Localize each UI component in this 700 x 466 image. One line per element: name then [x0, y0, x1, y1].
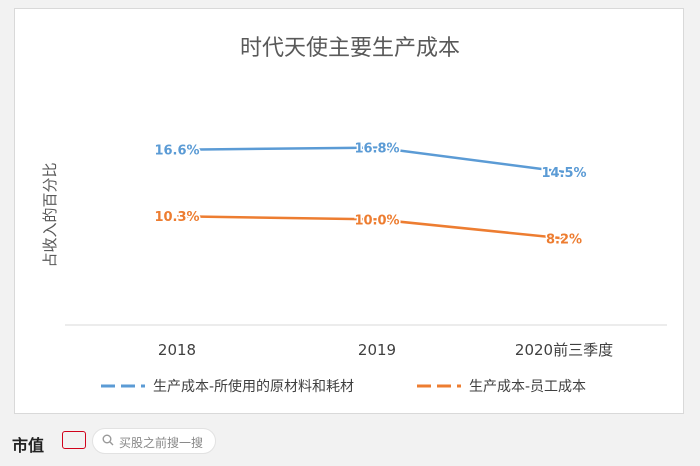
legend: 生产成本-所使用的原材料和耗材 生产成本-员工成本 [101, 378, 586, 395]
legend-label-1: 生产成本-所使用的原材料和耗材 [153, 378, 354, 395]
chart-title: 时代天使主要生产成本 [240, 36, 460, 61]
data-label-1-1: 16.6% [154, 144, 199, 159]
legend-label-2: 生产成本-员工成本 [469, 379, 586, 395]
series-layer: 16.6% 16.8% 14.5% 10.3% 10.0% 8.2% [153, 140, 588, 249]
brand-logo-icon [62, 431, 86, 449]
y-axis-label: 占收入的百分比 [41, 162, 59, 267]
search-icon [102, 434, 114, 446]
data-label-1-2: 16.8% [354, 142, 399, 157]
footer: 市值 买股之前搜一搜 [0, 420, 700, 466]
chart-card: 时代天使主要生产成本 占收入的百分比 16.6% 16.8% 14.5% 10.3% 1… [14, 8, 684, 414]
x-tick-labels: 2018 2019 2020前三季度 [158, 341, 613, 359]
search-placeholder: 买股之前搜一搜 [119, 436, 204, 450]
data-label-2-2: 10.0% [354, 213, 399, 228]
chart: 时代天使主要生产成本 占收入的百分比 16.6% 16.8%14.5%10.3% 1… [41, 36, 667, 395]
brand-name: 市值 [12, 436, 45, 455]
x-tick-label: 2020前三季度 [515, 341, 613, 359]
data-label-2-1: 10.3% [154, 210, 199, 225]
data-label-2-3: 8.2% [546, 232, 582, 247]
data-label-1-3: 14.5% [541, 166, 586, 181]
x-tick-label: 2018 [158, 341, 196, 359]
search-input[interactable]: 买股之前搜一搜 [92, 428, 216, 454]
x-tick-label: 2019 [358, 341, 396, 359]
